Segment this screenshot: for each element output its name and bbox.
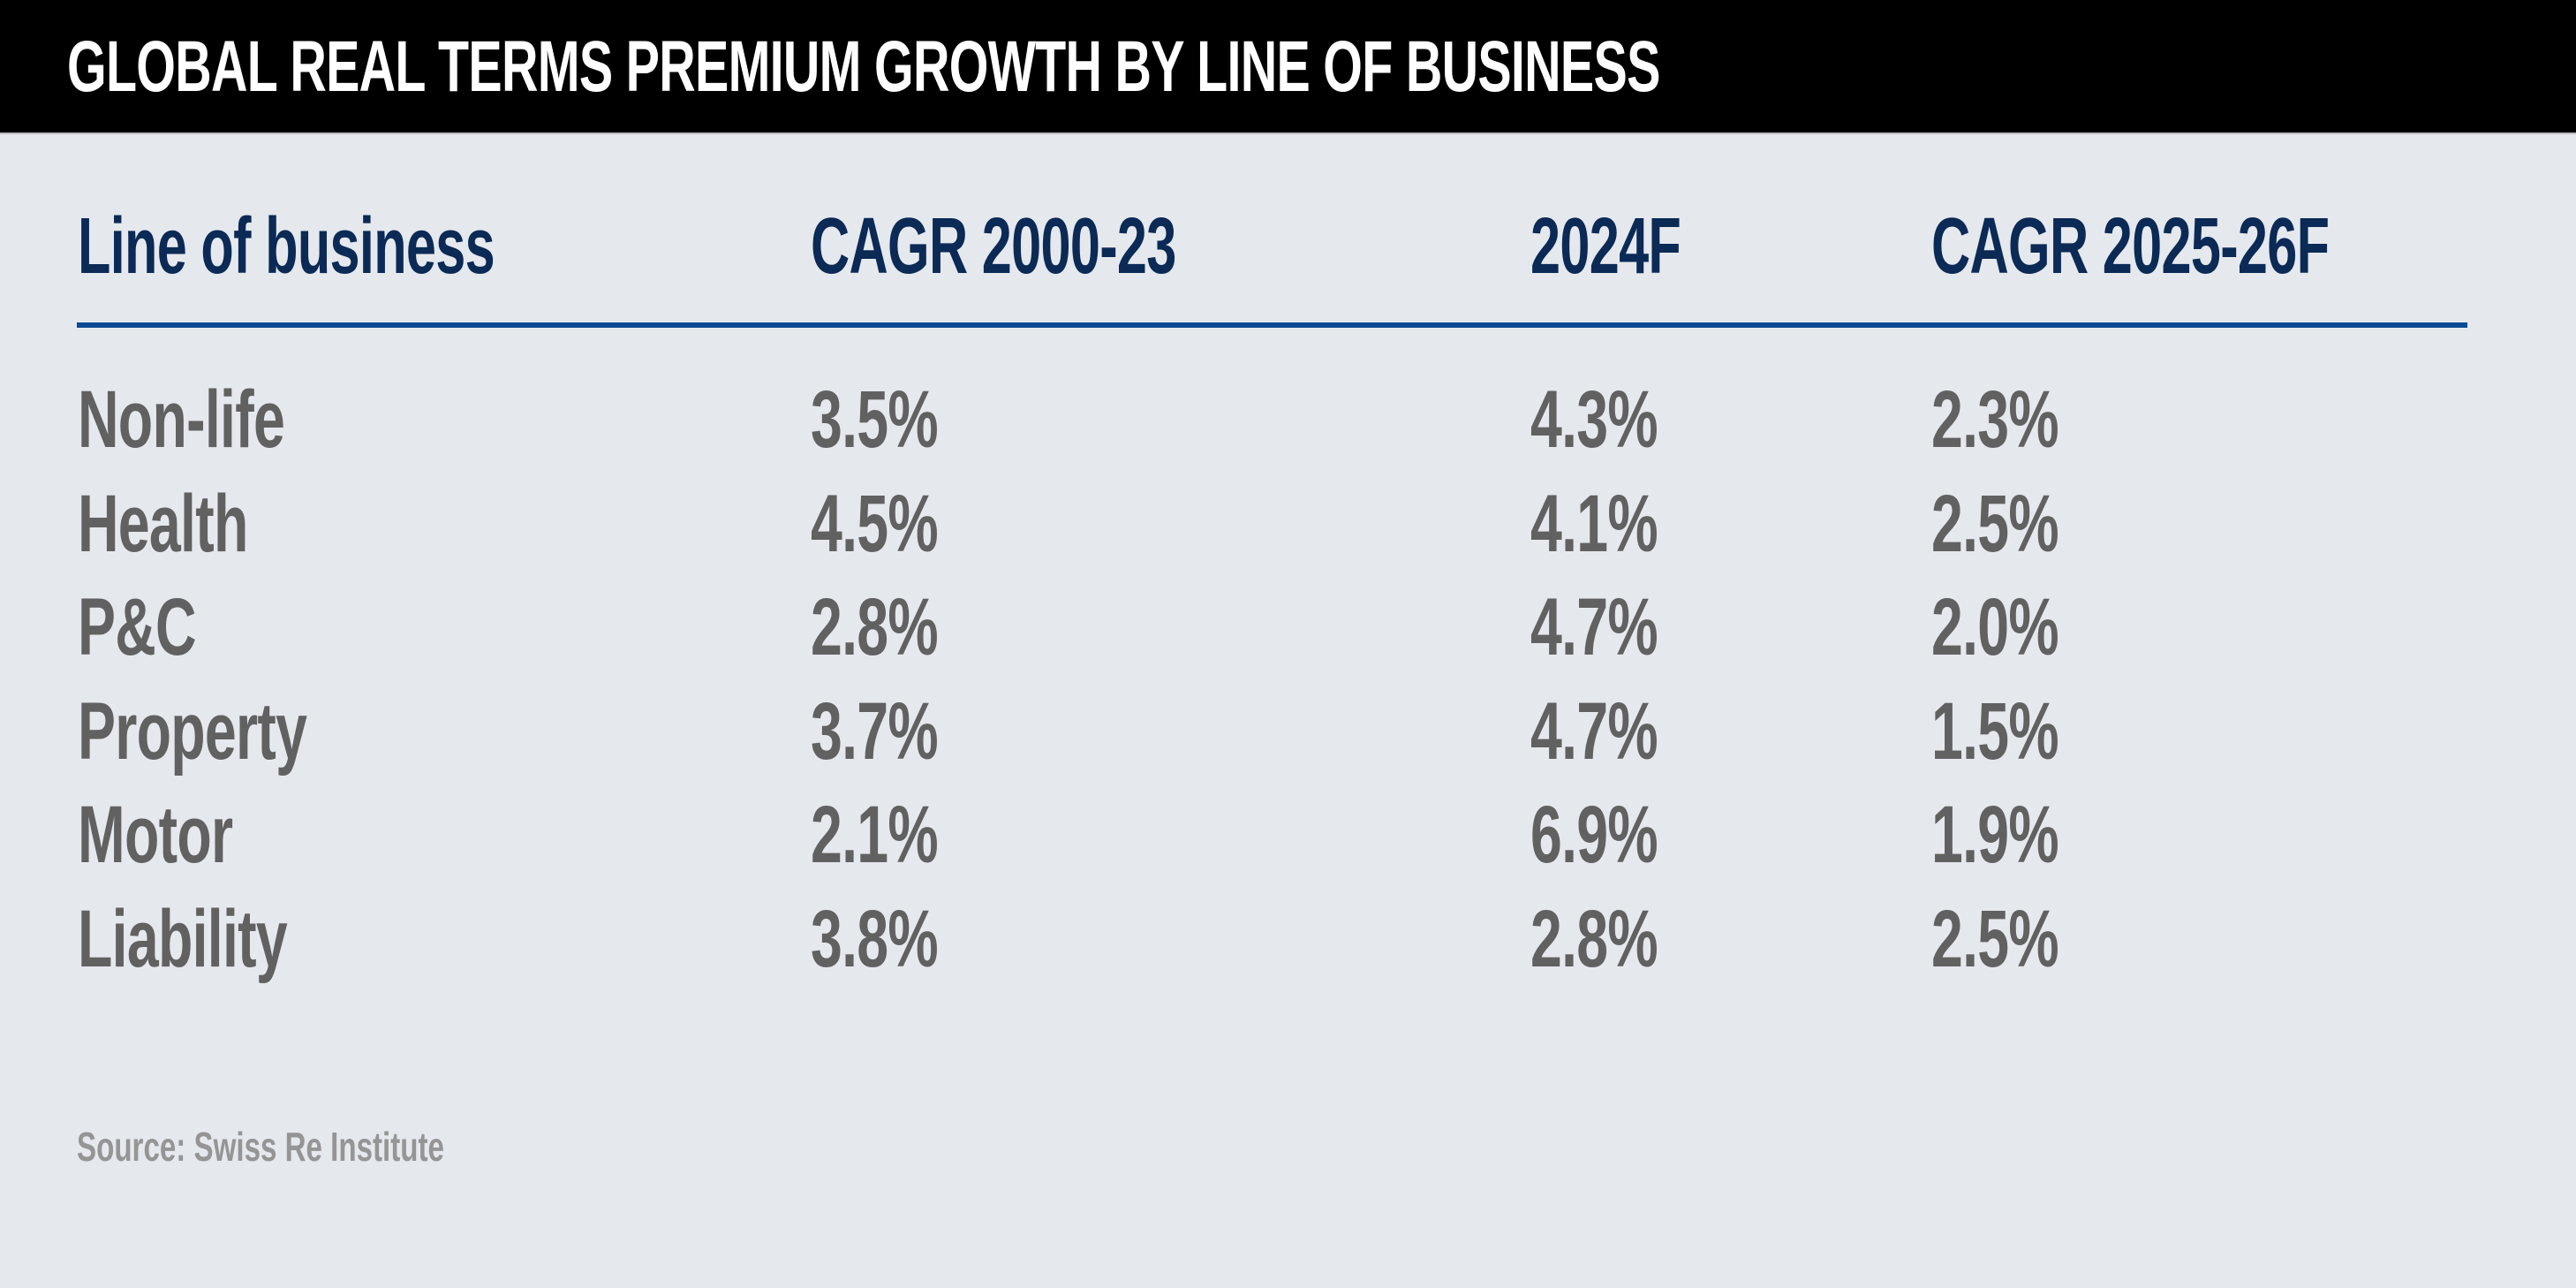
column-header-cagr-2000-23: CAGR 2000-23 (811, 202, 1176, 291)
column-header-line-of-business: Line of business (78, 202, 495, 291)
row-label: Health (78, 478, 248, 569)
2024f-value: 4.1% (1530, 478, 1658, 569)
cagr-2025-26f-value: 1.5% (1931, 686, 2059, 777)
source-note: Source: Swiss Re Institute (77, 1124, 444, 1170)
cagr-2025-26f-value: 2.5% (1931, 478, 2059, 569)
row-label: P&C (78, 582, 197, 672)
2024f-value: 4.7% (1530, 686, 1658, 777)
2024f-value: 4.7% (1530, 582, 1658, 672)
column-header-cagr-2025-26f: CAGR 2025-26F (1931, 202, 2330, 291)
title-bar: GLOBAL REAL TERMS PREMIUM GROWTH BY LINE… (0, 0, 2576, 133)
header-rule (77, 322, 2467, 328)
cagr-2000-23-value: 2.1% (811, 790, 939, 880)
row-label: Liability (78, 893, 288, 984)
2024f-value: 6.9% (1530, 790, 1658, 880)
cagr-2025-26f-value: 2.0% (1931, 582, 2059, 672)
cagr-2000-23-value: 3.8% (811, 893, 939, 984)
cagr-2025-26f-value: 2.5% (1931, 893, 2059, 984)
cagr-2000-23-value: 3.7% (811, 686, 939, 777)
cagr-2000-23-value: 2.8% (811, 582, 939, 672)
column-header-2024f: 2024F (1530, 202, 1681, 291)
2024f-value: 4.3% (1530, 375, 1658, 465)
row-label: Non-life (78, 375, 285, 465)
cagr-2025-26f-value: 2.3% (1931, 375, 2059, 465)
cagr-2000-23-value: 3.5% (811, 375, 939, 465)
title-separator (0, 133, 2576, 134)
row-label: Property (78, 686, 307, 777)
cagr-2000-23-value: 4.5% (811, 478, 939, 569)
2024f-value: 2.8% (1530, 893, 1658, 984)
cagr-2025-26f-value: 1.9% (1931, 790, 2059, 880)
chart-title: GLOBAL REAL TERMS PREMIUM GROWTH BY LINE… (67, 27, 1660, 107)
row-label: Motor (78, 790, 233, 880)
